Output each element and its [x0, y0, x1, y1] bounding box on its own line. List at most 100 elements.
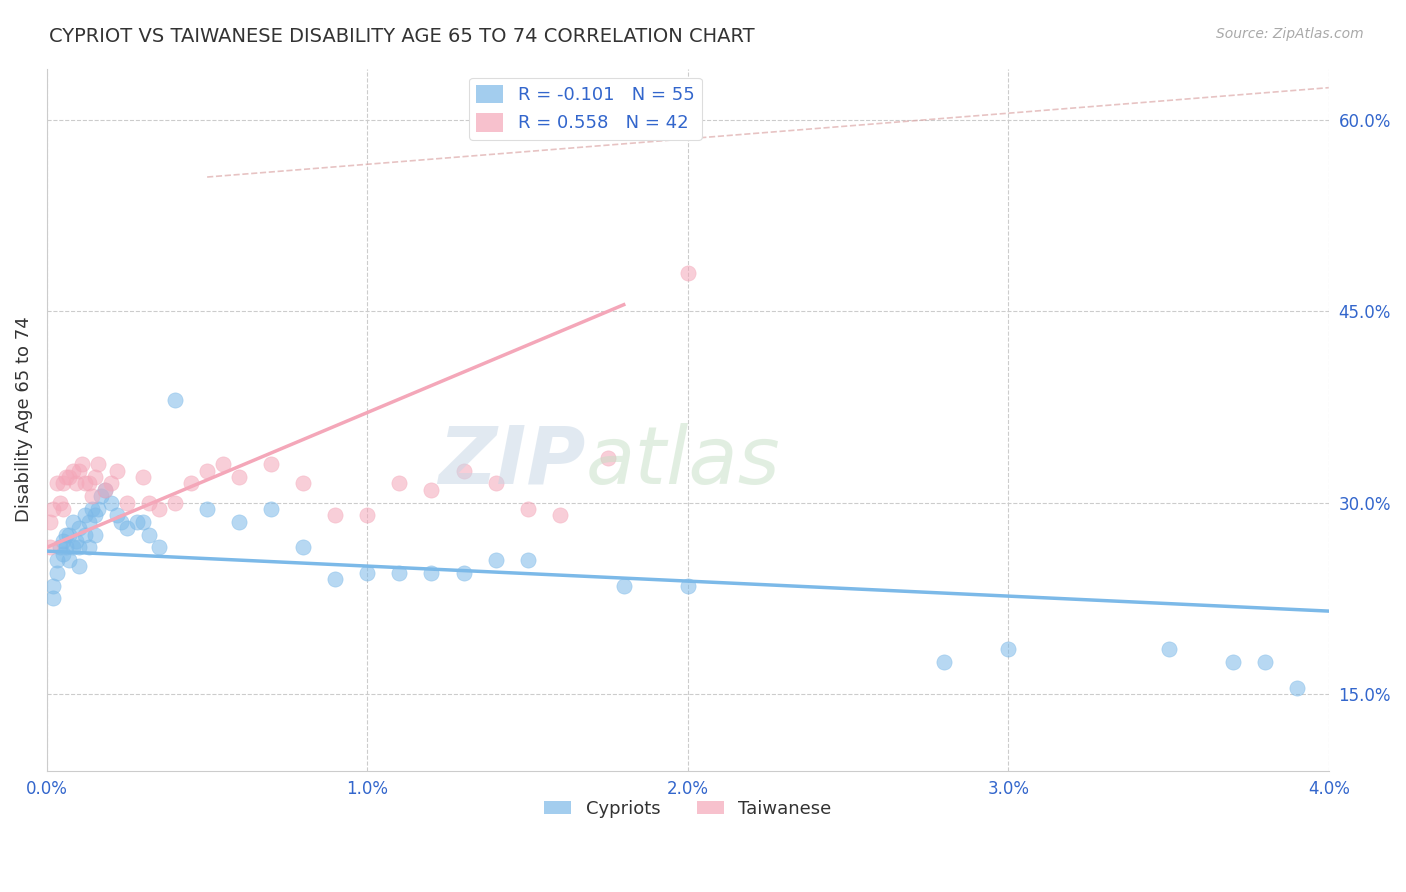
- Point: [52, 476, 75, 491]
- Point: [292, 541, 315, 555]
- Point: [100, 476, 122, 491]
- Point: [260, 502, 283, 516]
- Point: [516, 553, 538, 567]
- Text: Source: ZipAtlas.com: Source: ZipAtlas.com: [1216, 27, 1364, 41]
- Point: [52, 533, 75, 548]
- Point: [48, 495, 70, 509]
- Point: [997, 642, 1019, 657]
- Point: [356, 508, 378, 523]
- Point: [77, 476, 100, 491]
- Point: [138, 527, 160, 541]
- Point: [80, 502, 103, 516]
- Text: atlas: atlas: [585, 423, 780, 500]
- Point: [453, 566, 475, 580]
- Point: [52, 502, 75, 516]
- Point: [67, 559, 90, 574]
- Point: [62, 541, 84, 555]
- Point: [165, 393, 187, 408]
- Point: [148, 502, 170, 516]
- Point: [212, 458, 235, 472]
- Point: [1285, 681, 1308, 695]
- Legend: Cypriots, Taiwanese: Cypriots, Taiwanese: [537, 792, 838, 825]
- Point: [55, 470, 77, 484]
- Point: [39, 541, 62, 555]
- Point: [77, 541, 100, 555]
- Point: [80, 489, 103, 503]
- Point: [388, 476, 411, 491]
- Point: [934, 655, 956, 669]
- Point: [45, 553, 67, 567]
- Point: [1222, 655, 1244, 669]
- Point: [132, 470, 155, 484]
- Point: [115, 495, 138, 509]
- Point: [65, 476, 87, 491]
- Text: ZIP: ZIP: [437, 423, 585, 500]
- Point: [292, 476, 315, 491]
- Point: [596, 450, 619, 465]
- Point: [148, 541, 170, 555]
- Point: [323, 572, 346, 586]
- Point: [42, 578, 65, 592]
- Point: [93, 483, 115, 497]
- Point: [516, 502, 538, 516]
- Point: [388, 566, 411, 580]
- Point: [356, 566, 378, 580]
- Point: [228, 515, 250, 529]
- Point: [84, 527, 107, 541]
- Point: [84, 470, 107, 484]
- Point: [67, 464, 90, 478]
- Point: [484, 476, 506, 491]
- Point: [55, 541, 77, 555]
- Point: [93, 483, 115, 497]
- Point: [1157, 642, 1180, 657]
- Point: [676, 266, 699, 280]
- Point: [67, 541, 90, 555]
- Point: [55, 527, 77, 541]
- Point: [105, 508, 128, 523]
- Point: [45, 566, 67, 580]
- Point: [65, 533, 87, 548]
- Point: [613, 578, 636, 592]
- Point: [420, 483, 443, 497]
- Point: [110, 515, 132, 529]
- Point: [90, 489, 112, 503]
- Point: [228, 470, 250, 484]
- Point: [58, 527, 80, 541]
- Point: [105, 464, 128, 478]
- Point: [42, 502, 65, 516]
- Point: [67, 521, 90, 535]
- Point: [52, 547, 75, 561]
- Point: [165, 495, 187, 509]
- Y-axis label: Disability Age 65 to 74: Disability Age 65 to 74: [15, 317, 32, 523]
- Point: [420, 566, 443, 580]
- Point: [70, 458, 93, 472]
- Point: [48, 541, 70, 555]
- Point: [100, 495, 122, 509]
- Point: [75, 508, 97, 523]
- Point: [676, 578, 699, 592]
- Point: [323, 508, 346, 523]
- Point: [58, 553, 80, 567]
- Point: [42, 591, 65, 606]
- Point: [62, 464, 84, 478]
- Point: [125, 515, 148, 529]
- Point: [1253, 655, 1275, 669]
- Point: [75, 476, 97, 491]
- Point: [58, 470, 80, 484]
- Point: [453, 464, 475, 478]
- Point: [180, 476, 202, 491]
- Point: [39, 515, 62, 529]
- Point: [84, 508, 107, 523]
- Point: [77, 515, 100, 529]
- Point: [62, 515, 84, 529]
- Point: [87, 502, 110, 516]
- Point: [132, 515, 155, 529]
- Point: [138, 495, 160, 509]
- Text: CYPRIOT VS TAIWANESE DISABILITY AGE 65 TO 74 CORRELATION CHART: CYPRIOT VS TAIWANESE DISABILITY AGE 65 T…: [49, 27, 755, 45]
- Point: [484, 553, 506, 567]
- Point: [195, 464, 218, 478]
- Point: [45, 476, 67, 491]
- Point: [75, 527, 97, 541]
- Point: [260, 458, 283, 472]
- Point: [87, 458, 110, 472]
